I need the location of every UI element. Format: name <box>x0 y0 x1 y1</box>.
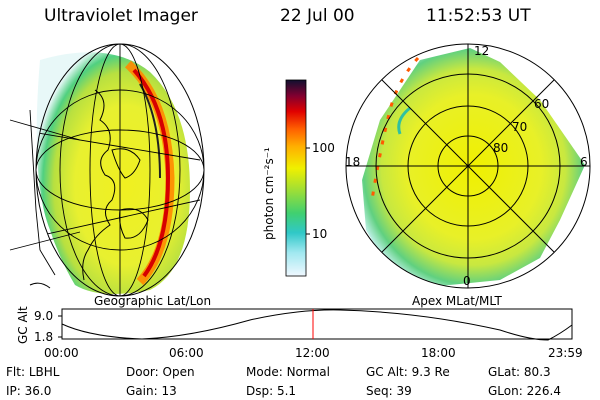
filter-info: Flt: LBHL <box>6 365 60 379</box>
mlt-label-12: 12 <box>474 44 490 58</box>
seq-info: Seq: 39 <box>366 384 412 398</box>
glat-info: GLat: 80.3 <box>488 365 551 379</box>
altitude-xtick-1800: 18:00 <box>421 346 456 360</box>
altitude-ylabel: GC Alt <box>16 306 30 344</box>
altitude-xtick-2359: 23:59 <box>548 346 583 360</box>
altitude-ytick-1-8: 1.8 <box>34 330 54 344</box>
mlt-label-18: 18 <box>345 155 361 169</box>
glon-info: GLon: 226.4 <box>488 384 561 398</box>
door-info: Door: Open <box>126 365 195 379</box>
altitude-xtick-0000: 00:00 <box>44 346 79 360</box>
apex-caption: Apex MLat/MLT <box>412 294 502 308</box>
dsp-info: Dsp: 5.1 <box>246 384 297 398</box>
altitude-ytick-9: 9.0 <box>34 309 54 323</box>
colorbar-tick-10: 10 <box>312 227 328 241</box>
mlat-label-80: 80 <box>493 141 509 155</box>
altitude-xtick-1200: 12:00 <box>295 346 330 360</box>
geographic-caption: Geographic Lat/Lon <box>94 294 212 308</box>
instrument-title: Ultraviolet Imager <box>44 6 198 26</box>
mlt-label-0: 0 <box>463 274 471 288</box>
gain-info: Gain: 13 <box>126 384 177 398</box>
mlat-label-60: 60 <box>534 97 550 111</box>
mlt-label-6: 6 <box>580 155 588 169</box>
ip-info: IP: 36.0 <box>6 384 52 398</box>
observation-time: 11:52:53 UT <box>426 6 531 26</box>
altitude-xtick-0600: 06:00 <box>169 346 204 360</box>
mlat-label-70: 70 <box>512 120 528 134</box>
mode-info: Mode: Normal <box>246 365 330 379</box>
gc-alt-info: GC Alt: 9.3 Re <box>366 365 450 379</box>
observation-date: 22 Jul 00 <box>280 6 355 26</box>
colorbar-tick-100: 100 <box>312 141 335 155</box>
earth-disk-left <box>9 43 205 297</box>
